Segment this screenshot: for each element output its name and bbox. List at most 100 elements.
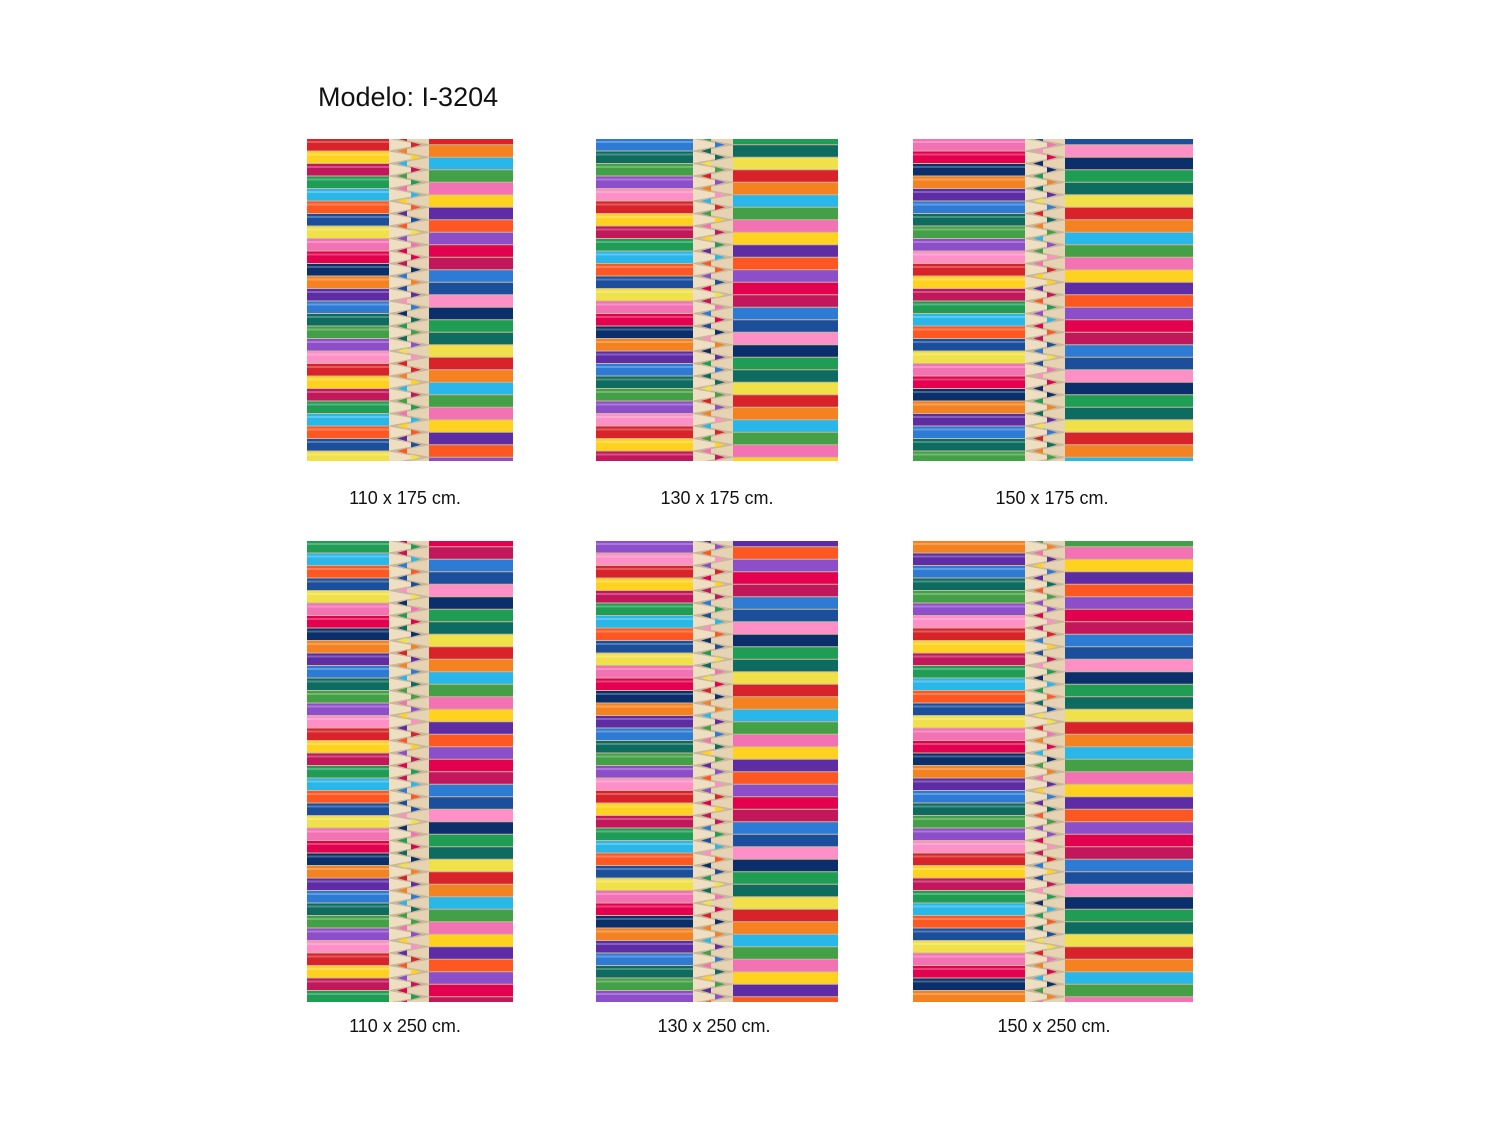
pencil-body xyxy=(733,922,838,934)
pencil-lead xyxy=(411,329,421,335)
pencil-highlight xyxy=(596,416,693,418)
pencil-body xyxy=(1065,884,1193,897)
pencil-body xyxy=(596,991,693,1002)
pencil-tip xyxy=(397,834,429,847)
pencil-highlight xyxy=(596,830,693,833)
pencil-lead xyxy=(411,756,421,762)
pencil-lead xyxy=(1033,775,1043,781)
pencil-tip xyxy=(693,214,725,226)
pencil-tip xyxy=(1025,351,1057,363)
pencil-highlight xyxy=(596,980,693,983)
pencil-lead xyxy=(704,1000,711,1002)
pencil-tip xyxy=(701,809,733,822)
pencil-lead xyxy=(701,385,711,392)
pencil-lead xyxy=(411,931,421,937)
pencil-body xyxy=(913,666,1025,678)
pencil-lead xyxy=(411,869,421,875)
pencil-body xyxy=(429,207,513,220)
pencil-tip xyxy=(693,264,725,276)
pencil-body xyxy=(429,884,513,897)
pencil-body xyxy=(733,934,838,947)
pencil-body xyxy=(429,295,513,307)
pencil-body xyxy=(733,139,838,145)
pencil-tip xyxy=(701,220,733,232)
pencil-lead xyxy=(1047,192,1057,198)
pencil-highlight xyxy=(307,668,389,670)
pencil-body xyxy=(429,697,513,709)
pencil-tip xyxy=(389,151,421,163)
pencil-body xyxy=(1065,897,1193,909)
pencil-tip xyxy=(1033,797,1065,809)
pencil-body xyxy=(429,445,513,457)
pencil-body xyxy=(429,572,513,584)
pencil-tip xyxy=(1033,684,1065,697)
pencil-highlight xyxy=(596,378,693,381)
pencil-tip xyxy=(701,145,733,157)
pencil-tip xyxy=(389,226,421,238)
pencil-body xyxy=(307,451,389,461)
pencil-highlight xyxy=(913,855,1025,858)
pencil-body xyxy=(733,220,838,232)
pencil-body xyxy=(733,597,838,609)
pencil-tip xyxy=(693,903,725,915)
pencil-body xyxy=(307,326,389,338)
pencil-body xyxy=(1065,797,1193,809)
pencil-body xyxy=(913,753,1025,765)
pencil-highlight xyxy=(913,718,1025,720)
pencil-lead xyxy=(715,392,725,398)
pencil-tip xyxy=(1033,572,1065,584)
pencil-highlight xyxy=(307,253,389,256)
pencil-highlight xyxy=(307,855,389,858)
pencil-lead xyxy=(1033,373,1043,379)
pencil-tip xyxy=(1025,953,1057,965)
pencil-highlight xyxy=(307,278,389,281)
pencil-body xyxy=(733,909,838,922)
pencil-tip xyxy=(1033,559,1065,572)
pencil-lead xyxy=(701,875,711,881)
pencil-lead xyxy=(715,719,725,725)
pencil-lead xyxy=(411,731,421,737)
pencil-body xyxy=(307,553,389,565)
pencil-lead xyxy=(701,185,711,192)
pencil-tip xyxy=(397,659,429,672)
pencil-lead xyxy=(1033,825,1043,831)
pencil-tip xyxy=(1033,859,1065,872)
pencil-highlight xyxy=(307,266,389,268)
pencil-lead xyxy=(1047,644,1057,650)
pencil-tip xyxy=(1033,972,1065,984)
pencil-lead xyxy=(701,950,711,956)
pencil-tip xyxy=(701,609,733,622)
pencil-highlight xyxy=(913,668,1025,670)
pencil-lead xyxy=(1047,569,1057,575)
pencil-lead xyxy=(411,317,421,323)
pencil-body xyxy=(1065,859,1193,872)
pencil-lead xyxy=(701,160,711,167)
pencil-lead xyxy=(411,544,421,550)
pencil-highlight xyxy=(307,643,389,645)
pencil-tip xyxy=(1033,809,1065,822)
pencil-tip xyxy=(1025,1004,1057,1016)
pencil-highlight xyxy=(913,453,1025,456)
pencil-lead xyxy=(411,167,421,173)
pencil-tip xyxy=(693,578,725,590)
pencil-lead xyxy=(701,550,711,556)
pencil-lead xyxy=(1047,969,1057,975)
pencil-body xyxy=(1065,457,1193,461)
pencil-lead xyxy=(397,837,407,844)
pencil-body xyxy=(913,828,1025,840)
pencil-tip xyxy=(389,239,421,251)
pencil-highlight xyxy=(307,693,389,695)
pencil-body xyxy=(307,678,389,690)
pencil-body xyxy=(733,659,838,672)
pencil-body xyxy=(1065,972,1193,984)
pencil-body xyxy=(596,953,693,965)
pencil-lead xyxy=(1033,787,1043,794)
pencil-tip xyxy=(701,597,733,609)
pencil-lead xyxy=(411,956,421,962)
pencil-lead xyxy=(701,775,711,781)
size-caption: 110 x 250 cm. xyxy=(349,1016,461,1036)
pencil-tip xyxy=(389,816,421,828)
pencil-highlight xyxy=(913,216,1025,218)
pencil-tip xyxy=(1025,878,1057,890)
pencil-tip xyxy=(1025,477,1057,489)
